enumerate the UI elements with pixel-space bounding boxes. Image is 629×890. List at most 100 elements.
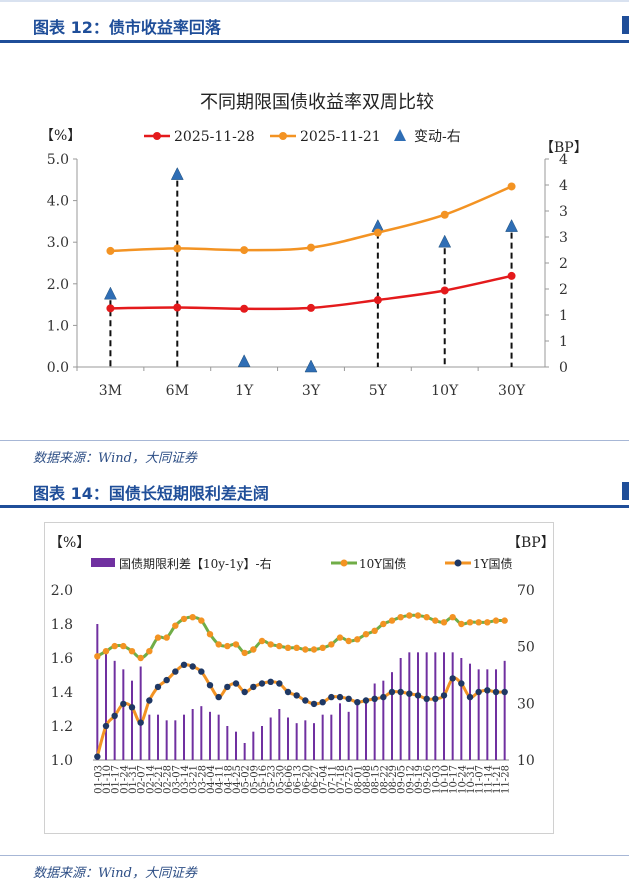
chart2-point-1y bbox=[388, 688, 396, 696]
chart1-change-marker bbox=[304, 359, 318, 373]
chart2-point-10y bbox=[432, 617, 439, 624]
chart2-x-tick-label: 05-09 bbox=[249, 765, 260, 794]
chart2-point-1y bbox=[224, 683, 231, 691]
chart1-left-tick-label: 0.0 bbox=[47, 360, 69, 376]
chart2-point-10y bbox=[501, 617, 508, 624]
chart2-legend-label: 国债期限利差【10y-1y】-右 bbox=[119, 556, 272, 571]
chart2-spread-bar bbox=[261, 726, 263, 760]
chart2-x-tick-label: 03-21 bbox=[189, 765, 200, 794]
chart1-x-tick-label: 3M bbox=[99, 383, 122, 399]
chart1-change-marker bbox=[438, 234, 452, 248]
chart2-left-tick-label: 1.0 bbox=[51, 753, 73, 769]
chart2-x-tick-label: 05-02 bbox=[241, 765, 252, 794]
chart2-x-tick-label: 09-19 bbox=[414, 765, 425, 794]
chart2-point-1y bbox=[492, 688, 500, 696]
chart1-point bbox=[173, 244, 182, 253]
figure-12-edge-marker bbox=[622, 16, 629, 34]
chart1-legend-swatch-dot bbox=[153, 132, 161, 140]
chart2-x-tick-label: 01-17 bbox=[111, 765, 122, 794]
chart2-point-10y bbox=[215, 641, 222, 648]
chart2-spread-bar bbox=[391, 672, 393, 760]
chart2-x-tick-label: 11-07 bbox=[475, 765, 486, 794]
chart2-spread-bar bbox=[191, 709, 194, 760]
chart2-point-10y bbox=[102, 648, 110, 655]
chart2-point-1y bbox=[371, 695, 378, 702]
chart2-right-tick-label: 70 bbox=[517, 583, 535, 599]
chart2-point-1y bbox=[232, 680, 240, 687]
chart2-point-10y bbox=[154, 634, 162, 641]
chart2-spread-bar bbox=[278, 709, 281, 760]
chart2-point-10y bbox=[302, 646, 309, 653]
chart2-point-1y bbox=[102, 722, 110, 730]
chart2-legend-label: 1Y国债 bbox=[473, 557, 513, 571]
chart2-x-tick-label: 08-29 bbox=[388, 765, 399, 794]
chart1-legend-label: 2025-11-21 bbox=[300, 129, 381, 145]
chart2-point-1y bbox=[293, 692, 300, 699]
chart2-point-10y bbox=[388, 617, 396, 624]
chart2-spread-bar bbox=[287, 717, 289, 760]
chart2-x-tick-label: 03-14 bbox=[180, 765, 191, 794]
chart2-point-10y bbox=[423, 614, 430, 621]
chart2-point-10y bbox=[484, 619, 491, 626]
chart2-point-1y bbox=[276, 680, 283, 687]
chart2-point-10y bbox=[250, 646, 257, 653]
chart2-spread-bar bbox=[451, 652, 454, 760]
chart2-x-tick-label: 05-30 bbox=[275, 765, 286, 794]
chart2-spread-bar bbox=[503, 660, 506, 760]
chart2-x-tick-label: 02-14 bbox=[145, 765, 156, 794]
chart1-right-tick-label: 3 bbox=[559, 230, 568, 246]
chart2-point-10y bbox=[440, 619, 448, 626]
chart2-point-1y bbox=[354, 699, 361, 706]
chart2-point-10y bbox=[276, 642, 283, 650]
chart2-point-1y bbox=[423, 695, 430, 702]
chart1-left-unit: 【%】 bbox=[40, 128, 81, 144]
chart2-x-tick-label: 06-13 bbox=[293, 765, 304, 794]
chart2-x-tick-label: 02-07 bbox=[137, 765, 148, 794]
chart2-spread-bar bbox=[408, 652, 411, 760]
chart2-point-10y bbox=[224, 642, 231, 650]
chart2-point-1y bbox=[250, 683, 257, 691]
chart2-point-10y bbox=[414, 612, 422, 619]
chart2-point-1y bbox=[94, 753, 101, 760]
chart1-title: 不同期限国债收益率双周比较 bbox=[200, 92, 434, 113]
chart1-x-tick-label: 10Y bbox=[431, 383, 459, 399]
chart2-x-tick-label: 04-18 bbox=[223, 765, 234, 794]
chart1-change-marker bbox=[505, 219, 518, 232]
chart1-left-tick-label: 3.0 bbox=[47, 235, 69, 251]
chart2-x-tick-label: 08-01 bbox=[353, 765, 364, 794]
chart1-right-tick-label: 0 bbox=[559, 360, 568, 376]
chart2-legend-swatch-dot bbox=[454, 559, 462, 567]
chart2-point-1y bbox=[163, 676, 170, 684]
chart2-spread-bar bbox=[486, 669, 489, 760]
chart2-right-tick-label: 50 bbox=[517, 640, 535, 656]
chart2-spread-bar bbox=[382, 680, 385, 760]
chart2-spread-bar bbox=[313, 723, 315, 760]
chart2-point-10y bbox=[458, 620, 465, 628]
chart2-legend-swatch bbox=[91, 558, 115, 567]
chart2-spread-bar bbox=[477, 669, 480, 760]
chart1-legend-swatch-dot bbox=[279, 132, 287, 140]
chart1-point bbox=[373, 296, 382, 305]
chart2-spread-bar bbox=[131, 680, 133, 760]
chart2-point-10y bbox=[475, 619, 482, 626]
chart2-point-10y bbox=[232, 641, 240, 648]
chart2-point-1y bbox=[146, 697, 153, 704]
chart2-legend-swatch-dot bbox=[340, 559, 348, 567]
chart1-right-tick-label: 2 bbox=[559, 256, 568, 272]
chart2-right-unit: 【BP】 bbox=[507, 535, 553, 551]
chart2-legend-label: 10Y国债 bbox=[359, 557, 406, 571]
chart2-spread-bar bbox=[304, 720, 307, 760]
chart1-legend-swatch bbox=[394, 129, 406, 141]
chart2-point-1y bbox=[258, 680, 266, 687]
yield-curve-chart: 不同期限国债收益率双周比较【%】【BP】 0.0 1.0 2.0 3.0 4.0 5.0 0 1… bbox=[32, 76, 622, 412]
chart2-x-tick-label: 01-24 bbox=[119, 765, 130, 794]
chart2-x-tick-label: 05-16 bbox=[258, 765, 269, 794]
chart2-x-tick-label: 09-12 bbox=[405, 765, 416, 794]
chart2-x-tick-label: 01-03 bbox=[93, 765, 104, 794]
spread-chart: 【%】 【BP】1.01.21.41.61.82.01030507001-0301… bbox=[49, 535, 555, 794]
chart1-point bbox=[307, 243, 315, 252]
chart2-x-tick-label: 03-28 bbox=[197, 765, 208, 794]
chart2-point-10y bbox=[180, 615, 188, 623]
chart2-left-tick-label: 1.8 bbox=[51, 617, 73, 633]
chart1-right-tick-label: 2 bbox=[559, 282, 568, 298]
